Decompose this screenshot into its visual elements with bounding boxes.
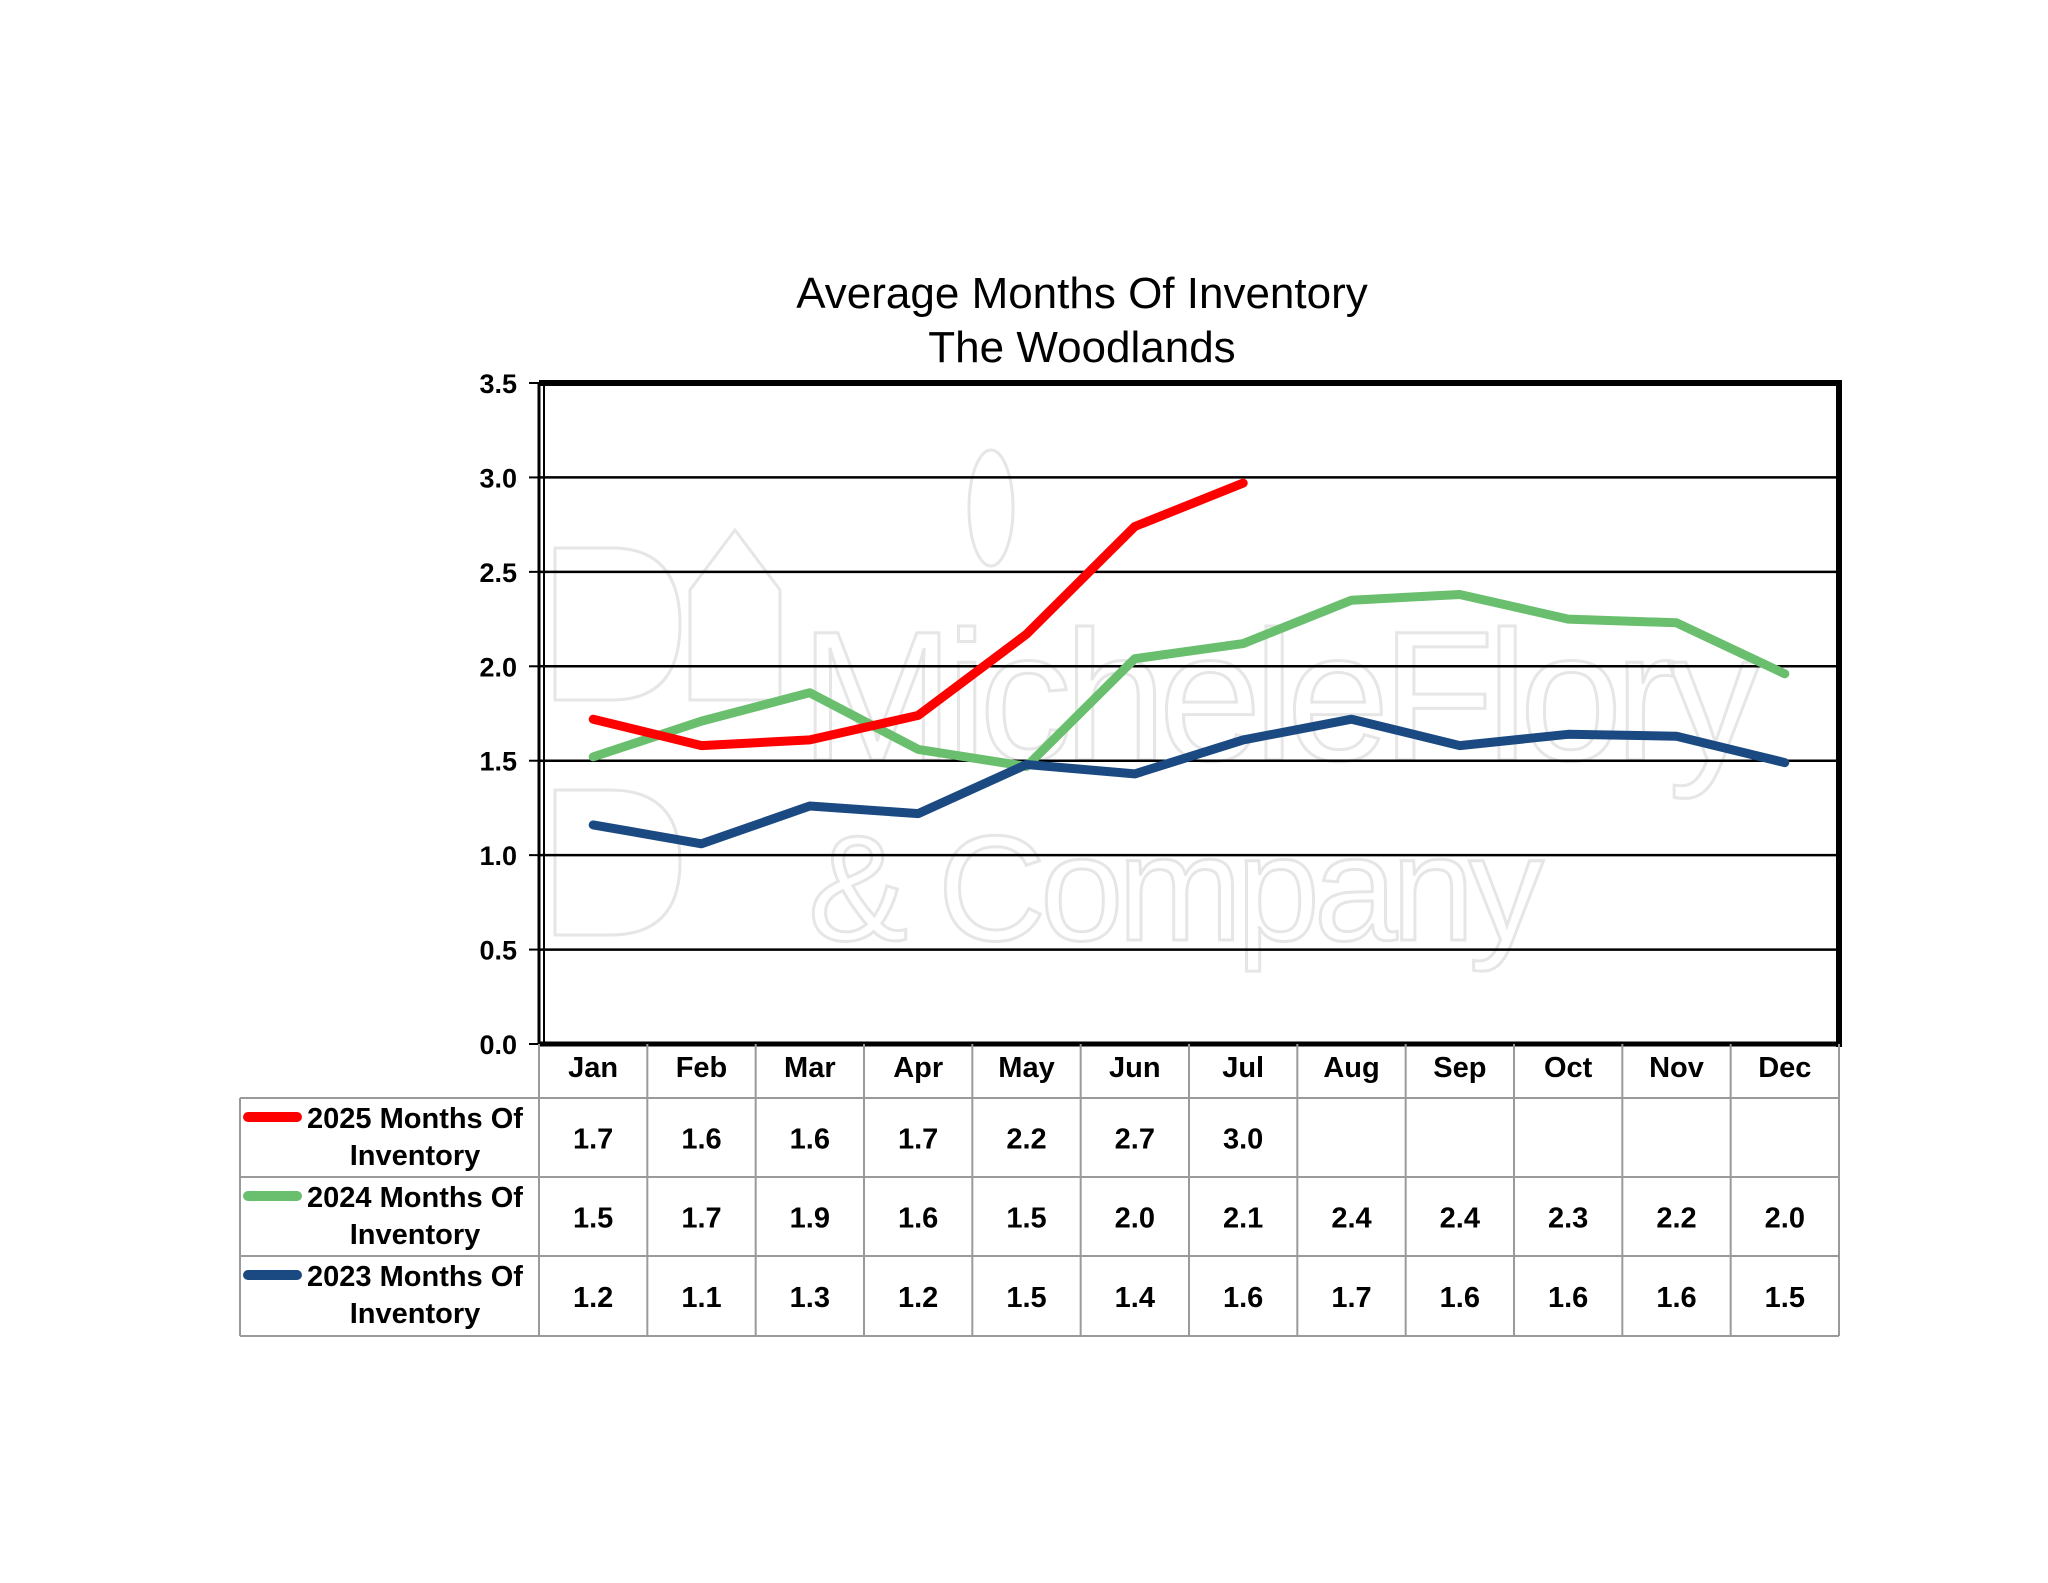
data-table: Jan Feb Mar Apr May Jun Jul Aug Sep Oct Nov Dec 2025…	[239, 1044, 1840, 1337]
table-cell: 3.0	[1223, 1124, 1263, 1156]
y-tick-label: 2.0	[479, 652, 517, 682]
table-cell: 2.2	[1656, 1203, 1696, 1235]
table-cell: 1.7	[898, 1124, 938, 1156]
table-cell: 1.6	[790, 1124, 830, 1156]
category-label: Dec	[1758, 1052, 1811, 1084]
legend-label-line2: Inventory	[350, 1140, 481, 1172]
table-cell: 1.7	[681, 1203, 721, 1235]
table-cell: 2.2	[1006, 1124, 1046, 1156]
table-cell: 1.6	[1440, 1282, 1480, 1314]
y-tick-label: 3.0	[479, 463, 517, 493]
legend-label-line1: 2024 Months Of	[307, 1182, 523, 1214]
table-cell: 1.1	[681, 1282, 721, 1314]
table-cell: 2.4	[1440, 1203, 1480, 1235]
category-label: Nov	[1649, 1052, 1704, 1084]
legend-label-line1: 2025 Months Of	[307, 1103, 523, 1135]
category-label: Jan	[568, 1052, 618, 1084]
legend-label-line1: 2023 Months Of	[307, 1261, 523, 1293]
category-label: Jul	[1222, 1052, 1264, 1084]
table-cell: 1.6	[1548, 1282, 1588, 1314]
category-label: Mar	[784, 1052, 836, 1084]
table-cell: 1.4	[1115, 1282, 1155, 1314]
table-cell: 1.3	[790, 1282, 830, 1314]
table-cell: 1.6	[1656, 1282, 1696, 1314]
series-line-1	[588, 590, 1790, 771]
table-cell: 2.4	[1331, 1203, 1371, 1235]
y-tick-label: 1.0	[479, 841, 517, 871]
table-cell: 1.9	[790, 1203, 830, 1235]
category-label: Jun	[1109, 1052, 1161, 1084]
legend-label-line2: Inventory	[350, 1219, 481, 1251]
category-label: Feb	[676, 1052, 728, 1084]
series-lines	[588, 478, 1790, 849]
y-tick-label: 1.5	[479, 747, 517, 777]
series-line-2	[588, 714, 1790, 849]
table-cell: 1.7	[573, 1124, 613, 1156]
category-label: Oct	[1544, 1052, 1593, 1084]
table-cell: 2.0	[1765, 1203, 1805, 1235]
table-cell: 2.0	[1115, 1203, 1155, 1235]
watermark-line2: & Company	[808, 804, 1544, 972]
category-label: May	[998, 1052, 1054, 1084]
table-cell: 1.5	[1006, 1282, 1046, 1314]
y-tick-label: 0.5	[479, 936, 517, 966]
chart-title: Average Months Of Inventory	[796, 269, 1367, 318]
legend-label-line2: Inventory	[350, 1298, 481, 1330]
table-cell: 1.6	[681, 1124, 721, 1156]
y-tick-label: 2.5	[479, 558, 517, 588]
series-line-0	[588, 478, 1248, 751]
table-cell: 2.7	[1115, 1124, 1155, 1156]
table-cell: 1.5	[573, 1203, 613, 1235]
category-label: Sep	[1433, 1052, 1486, 1084]
category-label: Apr	[893, 1052, 943, 1084]
y-tick-label: 3.5	[479, 369, 517, 399]
table-cell: 1.6	[1223, 1282, 1263, 1314]
table-cell: 1.2	[898, 1282, 938, 1314]
category-label: Aug	[1323, 1052, 1379, 1084]
table-cell: 2.1	[1223, 1203, 1263, 1235]
table-cell: 1.5	[1765, 1282, 1805, 1314]
table-cell: 1.5	[1006, 1203, 1046, 1235]
table-cell: 1.7	[1331, 1282, 1371, 1314]
y-tick-label: 0.0	[479, 1030, 517, 1060]
chart-subtitle: The Woodlands	[928, 323, 1235, 372]
table-cell: 1.6	[898, 1203, 938, 1235]
table-cell: 1.2	[573, 1282, 613, 1314]
table-cell: 2.3	[1548, 1203, 1588, 1235]
